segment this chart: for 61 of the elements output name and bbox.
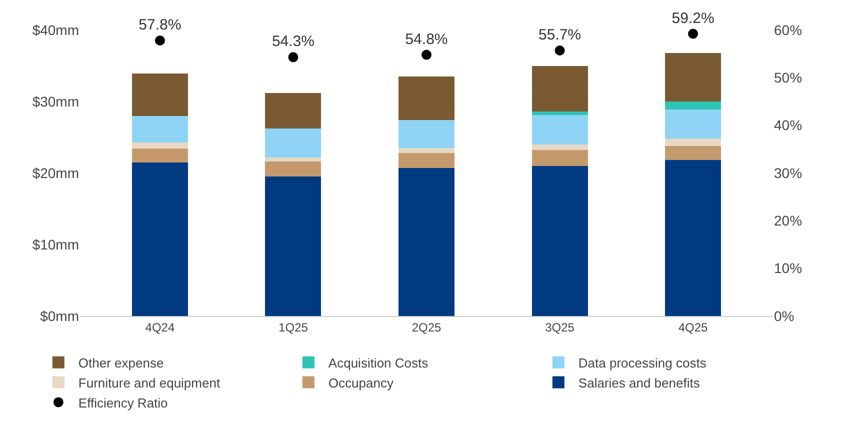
- bar: [532, 166, 588, 316]
- data-label: 55.7%: [538, 26, 582, 44]
- y2-tick-label: 0%: [774, 308, 794, 324]
- x-tick-label: 4Q24: [145, 320, 175, 334]
- y2-tick-label: 40%: [774, 117, 802, 134]
- bar: [665, 109, 722, 139]
- data-label: 57.8%: [138, 16, 182, 34]
- bar: [532, 112, 588, 116]
- bar: [532, 150, 588, 166]
- y-tick-label: $0mm: [40, 308, 79, 324]
- bar: [398, 76, 454, 120]
- bar: [132, 142, 188, 149]
- y2-tick-label: 10%: [774, 260, 802, 276]
- legend-label: Acquisition Costs: [328, 355, 429, 370]
- data-label: 54.3%: [272, 33, 315, 50]
- bar: [398, 168, 454, 316]
- bar: [265, 128, 322, 158]
- legend-label: Efficiency Ratio: [78, 395, 168, 410]
- bar: [132, 162, 188, 316]
- bar: [665, 160, 722, 316]
- x-tick-label: 2Q25: [412, 320, 442, 334]
- point: [688, 28, 698, 39]
- x-tick-label: 3Q25: [545, 320, 575, 334]
- bar: [265, 176, 322, 316]
- bar: [665, 102, 722, 110]
- bar: [398, 148, 454, 153]
- y-tick-label: $30mm: [32, 93, 79, 110]
- data-label: 59.2%: [672, 10, 714, 27]
- bar: [532, 115, 588, 144]
- y2-tick-label: 20%: [774, 212, 802, 229]
- bar: [398, 120, 454, 148]
- bar: [665, 138, 722, 146]
- x-tick-label: 4Q25: [678, 320, 708, 334]
- bar: [132, 74, 188, 116]
- point: [288, 52, 298, 62]
- bar: [532, 66, 588, 112]
- y2-tick-label: 60%: [774, 22, 802, 38]
- legend-label: Salaries and benefits: [578, 375, 700, 390]
- point: [554, 46, 565, 56]
- bar: [665, 146, 722, 160]
- x-tick-label: 1Q25: [278, 320, 308, 334]
- y-tick-label: $20mm: [32, 164, 79, 181]
- y-tick-label: $10mm: [32, 236, 79, 252]
- bar: [265, 92, 322, 129]
- y2-tick-label: 50%: [774, 70, 802, 86]
- legend-label: Occupancy: [328, 375, 394, 390]
- bar: [132, 116, 188, 142]
- bar: [132, 148, 188, 162]
- legend-label: Other expense: [78, 355, 164, 370]
- data-label: 54.8%: [405, 30, 448, 48]
- y-tick-label: $40mm: [32, 22, 79, 38]
- legend-label: Furniture and equipment: [78, 375, 220, 390]
- bar: [265, 162, 322, 177]
- bar: [665, 52, 722, 102]
- bar: [398, 152, 454, 168]
- point: [154, 35, 165, 46]
- y2-tick-label: 30%: [774, 164, 802, 181]
- legend-label: Data processing costs: [578, 355, 707, 370]
- bar: [265, 157, 322, 162]
- point: [422, 50, 432, 60]
- bar: [532, 144, 588, 150]
